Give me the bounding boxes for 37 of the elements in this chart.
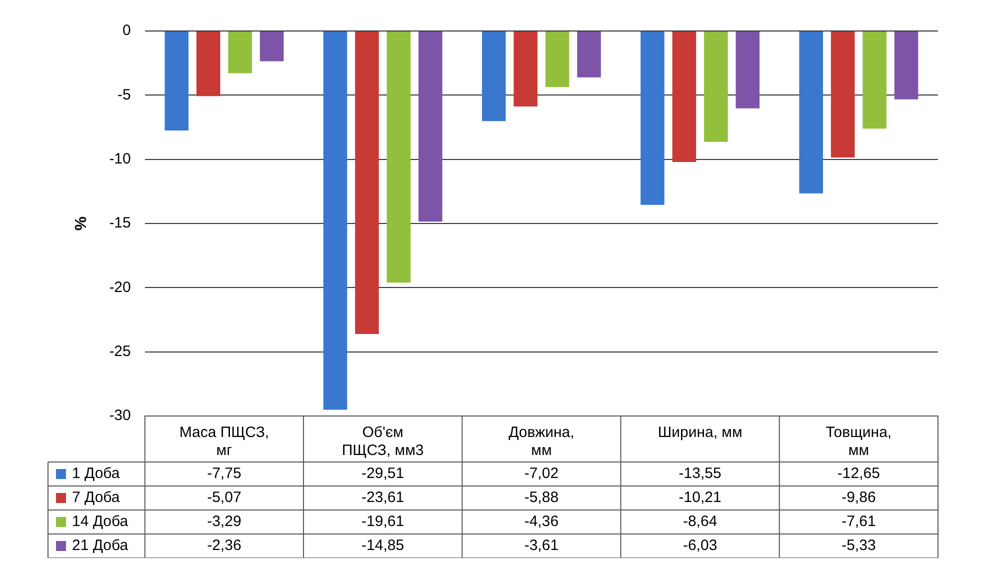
y-tick-label: -10 [109, 150, 131, 168]
y-tick-label: -20 [109, 278, 131, 296]
data-label: -5,88 [524, 489, 559, 506]
data-label: -3,61 [524, 537, 559, 554]
data-label: -6,03 [682, 537, 718, 554]
data-label: -2,36 [207, 537, 242, 554]
data-label: -7,75 [207, 465, 242, 482]
data-label: -3,29 [207, 513, 242, 530]
data-label: -12,65 [837, 465, 880, 482]
y-axis-title: % [73, 216, 90, 231]
data-label: -19,61 [362, 513, 404, 530]
y-tick-label: -30 [109, 407, 131, 424]
legend-label: 1 Доба [72, 465, 120, 482]
data-label: -13,55 [678, 465, 722, 482]
data-label: -7,61 [842, 513, 876, 530]
data-label: -5,07 [207, 489, 242, 506]
data-label: -8,64 [682, 513, 718, 530]
legend-label: 7 Доба [72, 489, 120, 506]
data-label: -5,33 [842, 537, 876, 554]
data-label: -29,51 [362, 465, 404, 482]
x-tick-label: Товщина, мм [826, 424, 892, 460]
x-tick-label: Маса ПЩСЗ, мг [179, 424, 270, 460]
data-label: -7,02 [524, 465, 559, 482]
data-label: -10,21 [678, 489, 722, 506]
x-tick-label: Довжина, мм [508, 424, 574, 460]
data-label: -4,36 [524, 513, 559, 530]
y-tick-label: -15 [109, 214, 131, 232]
data-label: -14,85 [362, 537, 404, 554]
data-label: -9,86 [842, 489, 876, 506]
data-label: -23,61 [362, 489, 404, 506]
y-tick-label: 0 [122, 22, 131, 40]
y-tick-label: -25 [109, 342, 131, 360]
legend-label: 14 Доба [72, 513, 129, 530]
y-tick-label: -5 [118, 86, 131, 104]
legend-label: 21 Доба [72, 537, 129, 554]
x-tick-label: Ширина, мм [658, 424, 742, 442]
x-tick-label: Об'єм ПЩСЗ, мм3 [342, 424, 424, 460]
